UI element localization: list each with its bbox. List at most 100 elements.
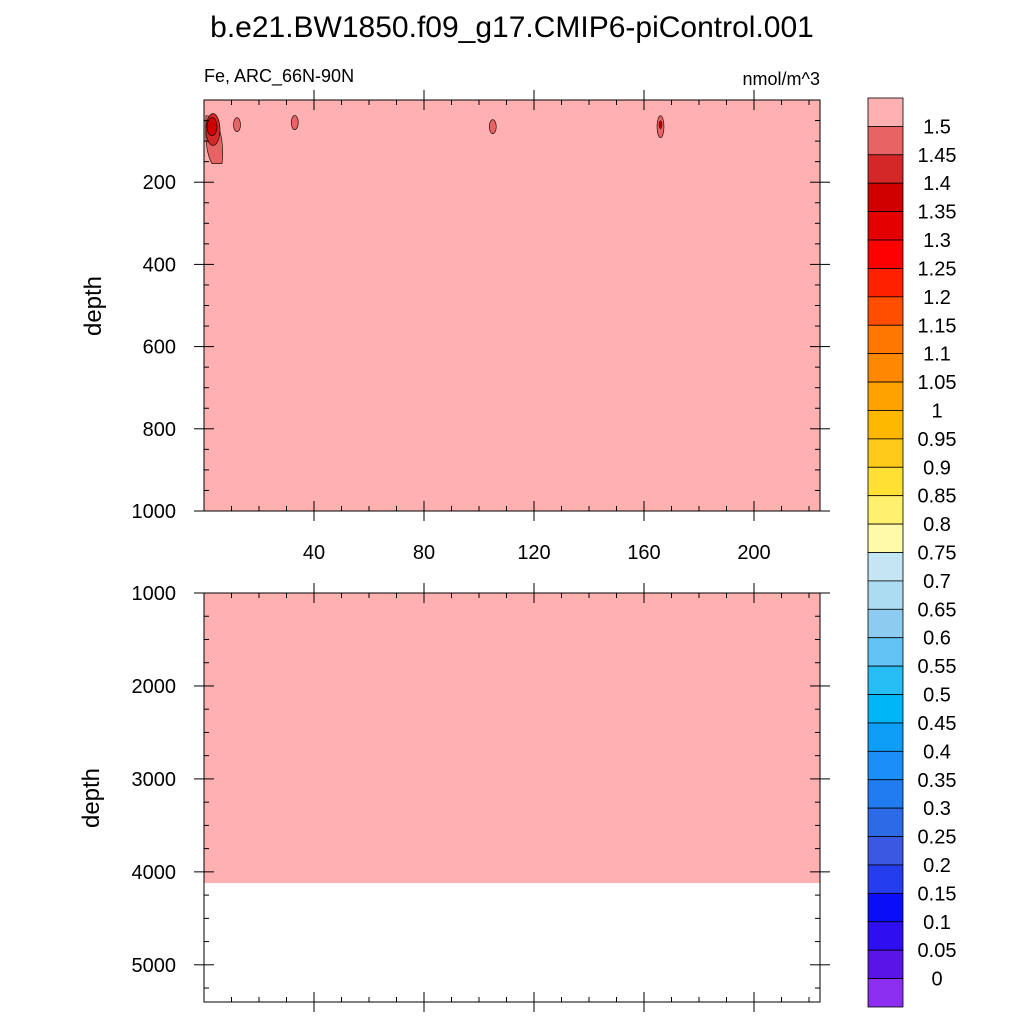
colorbar-swatch bbox=[867, 779, 904, 809]
colorbar-label: 1.5 bbox=[923, 116, 951, 138]
colorbar-label: 1.35 bbox=[918, 202, 957, 224]
x-tick-label: 80 bbox=[413, 542, 435, 564]
colorbar-swatch bbox=[867, 892, 904, 923]
colorbar-swatch bbox=[867, 608, 904, 639]
colorbar-label: 1.05 bbox=[918, 372, 957, 394]
colorbar-swatch bbox=[867, 296, 904, 326]
colorbar-label: 0.75 bbox=[918, 543, 957, 565]
contour-feature bbox=[233, 117, 241, 132]
colorbar-label: 0.55 bbox=[918, 656, 957, 678]
top-panel-frame bbox=[203, 99, 821, 512]
top-panel-ticks: 40 80 120 160 200 200 400 600 800 1000 bbox=[132, 90, 830, 564]
x-tick-label: 160 bbox=[627, 542, 660, 564]
y-tick-label: 3000 bbox=[132, 769, 177, 791]
colorbar-swatch bbox=[867, 97, 904, 127]
top-panel-ylabel: depth bbox=[80, 276, 107, 336]
colorbar-label: 0.1 bbox=[923, 912, 951, 934]
colorbar-swatch bbox=[867, 722, 904, 752]
colorbar-label: 0.6 bbox=[923, 628, 951, 650]
contour-level-1-45 bbox=[488, 119, 497, 135]
x-tick-label: 120 bbox=[517, 542, 550, 564]
colorbar-swatch bbox=[867, 154, 904, 184]
y-tick-label: 4000 bbox=[132, 862, 177, 884]
contour-feature bbox=[656, 115, 665, 139]
top-panel-fill bbox=[204, 100, 820, 511]
colorbar-swatch bbox=[867, 381, 904, 411]
contour-level-1-4 bbox=[658, 120, 663, 129]
colorbar-label: 0.9 bbox=[923, 457, 951, 479]
y-tick-label: 200 bbox=[143, 172, 176, 194]
colorbar-label: 0.7 bbox=[923, 571, 951, 593]
colorbar-swatch bbox=[867, 807, 904, 837]
colorbar-label: 0.2 bbox=[923, 855, 951, 877]
colorbar-swatch bbox=[867, 580, 904, 610]
colorbar-label: 1.25 bbox=[918, 258, 957, 280]
y-tick-label: 600 bbox=[143, 337, 176, 359]
colorbar-label: 1 bbox=[931, 400, 942, 422]
colorbar-label: 1.15 bbox=[918, 315, 957, 337]
contour-level-1-45 bbox=[290, 115, 299, 130]
colorbar-swatch bbox=[867, 495, 904, 525]
colorbar-swatch bbox=[867, 324, 904, 355]
y-tick-label: 1000 bbox=[132, 501, 177, 523]
chart-title: b.e21.BW1850.f09_g17.CMIP6-piControl.001 bbox=[210, 11, 814, 44]
bottom-panel-fill bbox=[204, 593, 820, 884]
colorbar-swatch bbox=[867, 921, 904, 951]
x-tick-label: 200 bbox=[737, 542, 770, 564]
colorbar-label: 0.05 bbox=[918, 940, 957, 962]
colorbar-swatch bbox=[867, 182, 904, 213]
y-tick-label: 5000 bbox=[132, 955, 177, 977]
y-tick-label: 2000 bbox=[132, 676, 177, 698]
colorbar-label: 1.3 bbox=[923, 230, 951, 252]
colorbar-swatch bbox=[867, 552, 904, 582]
colorbar-swatch bbox=[867, 523, 904, 553]
contour-feature bbox=[290, 115, 299, 130]
colorbar-swatch bbox=[867, 637, 904, 667]
colorbar-label: 1.45 bbox=[918, 145, 957, 167]
contour-feature bbox=[205, 113, 223, 165]
y-tick-label: 1000 bbox=[132, 583, 177, 605]
colorbar-label: 0 bbox=[931, 969, 942, 991]
bottom-panel: 1000 2000 3000 4000 5000 depth bbox=[78, 583, 830, 1012]
colorbar-label: 1.1 bbox=[923, 344, 951, 366]
colorbar-label: 0.15 bbox=[918, 883, 957, 905]
colorbar-swatch bbox=[867, 211, 904, 241]
x-tick-label: 40 bbox=[303, 542, 325, 564]
colorbar-swatch bbox=[867, 239, 904, 269]
colorbar-label: 1.2 bbox=[923, 287, 951, 309]
colorbar-label: 0.95 bbox=[918, 429, 957, 451]
colorbar-swatch bbox=[867, 126, 904, 156]
colorbar-label: 0.3 bbox=[923, 798, 951, 820]
colorbar-swatch bbox=[867, 750, 904, 781]
colorbar-swatch bbox=[867, 438, 904, 468]
colorbar-swatch bbox=[867, 949, 904, 979]
colorbar-label: 0.45 bbox=[918, 713, 957, 735]
colorbar-swatch bbox=[867, 353, 904, 383]
bottom-panel-ticks: 1000 2000 3000 4000 5000 bbox=[132, 583, 830, 1012]
y-tick-label: 400 bbox=[143, 254, 176, 276]
chart-subtitle-right: nmol/m^3 bbox=[743, 69, 820, 89]
top-panel-contours bbox=[205, 113, 665, 165]
colorbar-label: 0.8 bbox=[923, 514, 951, 536]
colorbar-swatch bbox=[867, 978, 904, 1008]
colorbar-swatch bbox=[867, 864, 904, 894]
colorbar-swatch bbox=[867, 466, 904, 497]
colorbar-label: 0.35 bbox=[918, 770, 957, 792]
contour-level-1-45 bbox=[233, 117, 241, 132]
chart-subtitle-left: Fe, ARC_66N-90N bbox=[204, 66, 354, 87]
contour-level-1-35 bbox=[206, 117, 218, 137]
colorbar-label: 0.65 bbox=[918, 599, 957, 621]
colorbar-label: 0.5 bbox=[923, 685, 951, 707]
colorbar-swatch bbox=[867, 665, 904, 695]
contour-feature bbox=[488, 119, 497, 135]
colorbar-swatch bbox=[867, 836, 904, 866]
colorbar-label: 0.85 bbox=[918, 486, 957, 508]
y-tick-label: 800 bbox=[143, 419, 176, 441]
colorbar-label: 0.25 bbox=[918, 827, 957, 849]
colorbar-label: 1.4 bbox=[923, 173, 951, 195]
colorbar: 1.5 1.45 1.4 1.35 1.3 1.25 1.2 1.15 1.1 1.05 1 0.95… bbox=[867, 97, 957, 1008]
colorbar-swatch bbox=[867, 268, 904, 298]
bottom-panel-frame bbox=[203, 592, 821, 1003]
colorbar-label: 0.4 bbox=[923, 741, 951, 763]
